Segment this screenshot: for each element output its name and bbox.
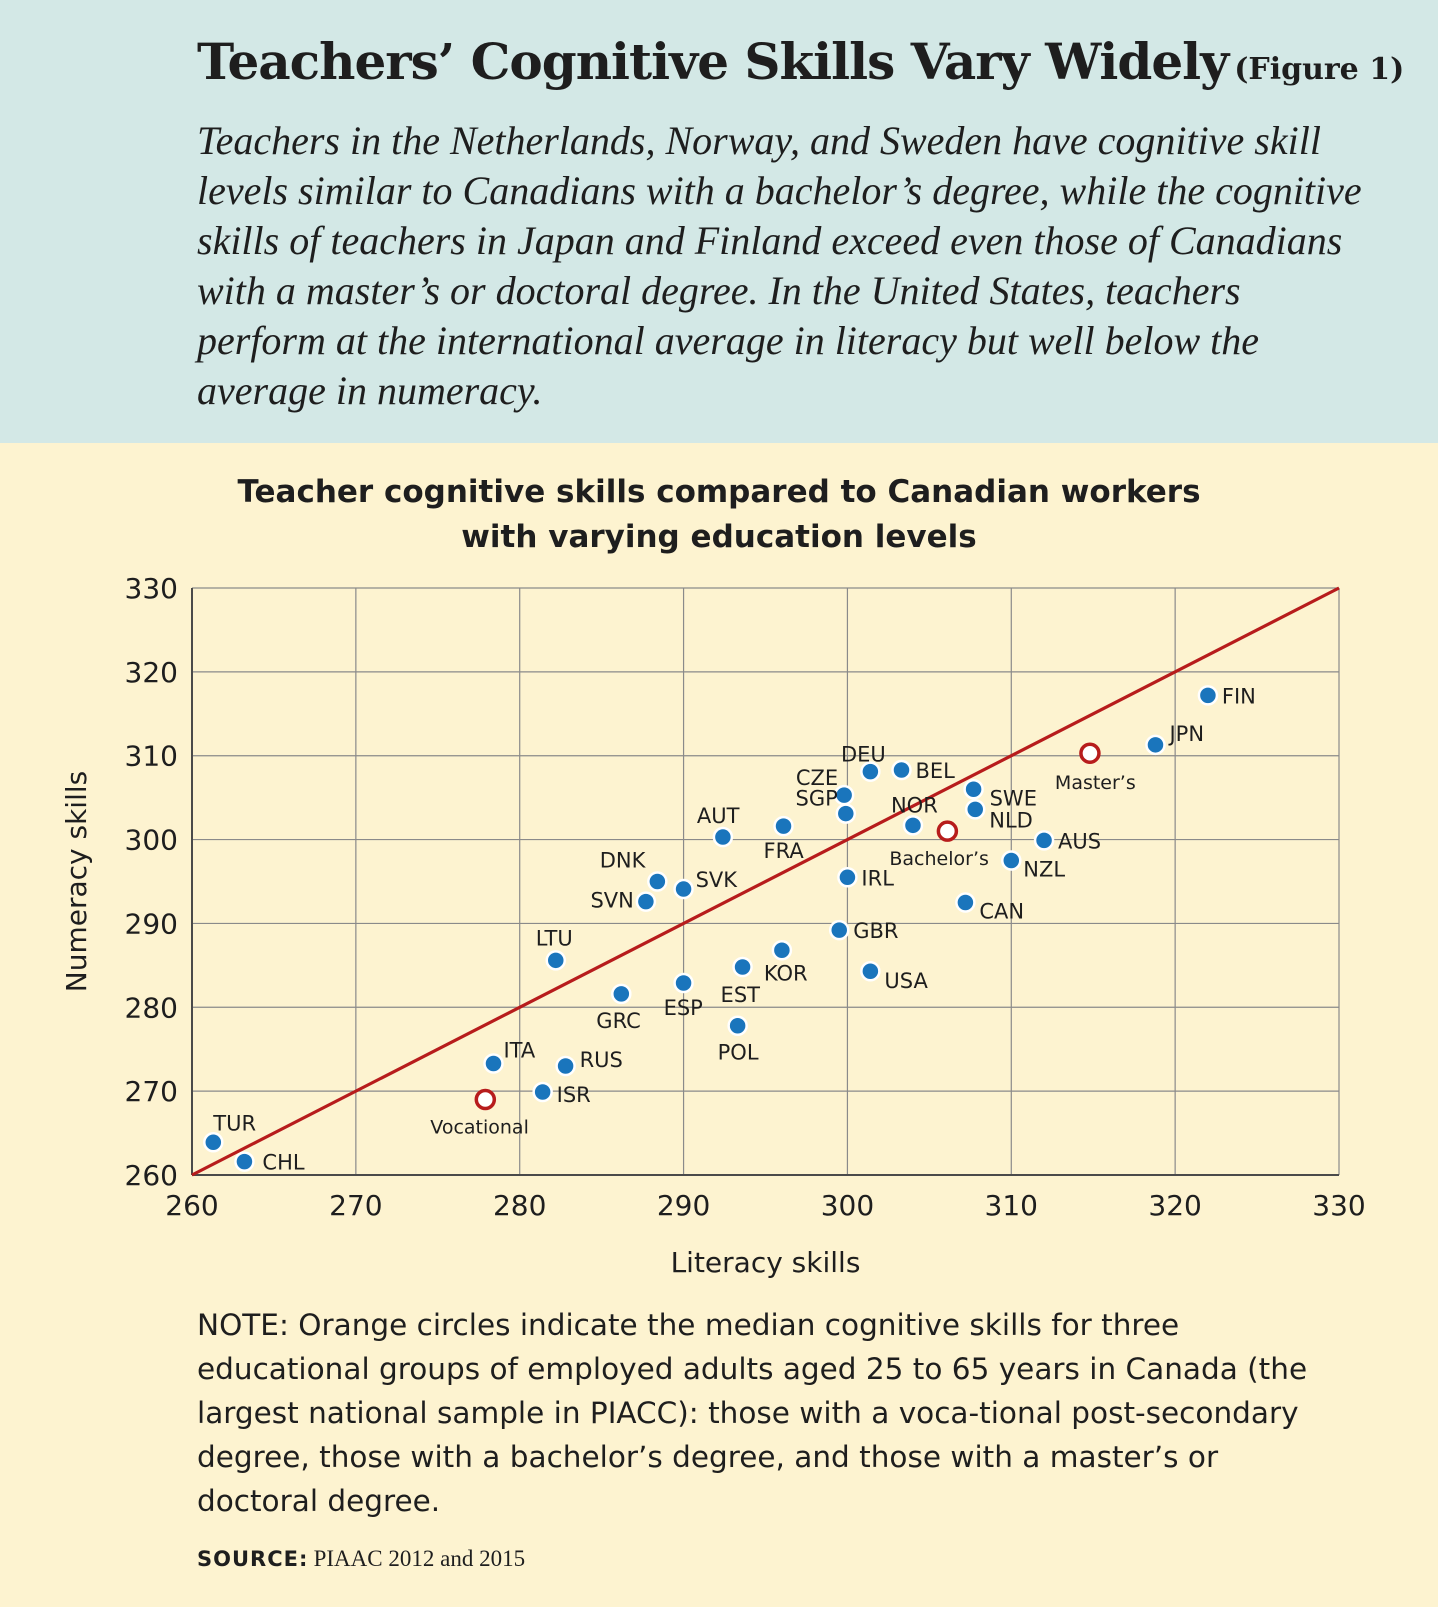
data-point-aut <box>712 826 734 848</box>
data-label-nor: NOR <box>891 793 938 817</box>
data-label-deu: DEU <box>841 743 886 767</box>
x-tick-label: 290 <box>657 1189 710 1222</box>
data-point-fin <box>1197 685 1219 706</box>
data-label-est: EST <box>721 983 761 1007</box>
y-tick-label: 300 <box>125 824 178 857</box>
y-tick-label: 330 <box>125 572 178 605</box>
source-label: SOURCE: <box>197 1547 309 1571</box>
x-tick-label: 300 <box>821 1189 874 1222</box>
data-label-jpn: JPN <box>1167 722 1204 746</box>
data-label-svn: SVN <box>590 889 633 913</box>
data-label-kor: KOR <box>764 961 808 985</box>
x-tick-label: 280 <box>493 1189 546 1222</box>
header-panel: Teachers’ Cognitive Skills Vary Widely (F… <box>0 0 1438 443</box>
data-label-can: CAN <box>979 899 1024 923</box>
data-label-cze: CZE <box>796 766 838 790</box>
y-tick-label: 290 <box>125 907 178 940</box>
data-label-svk: SVK <box>696 868 739 892</box>
x-tick-label: 310 <box>985 1189 1038 1222</box>
data-label-swe: SWE <box>990 786 1037 810</box>
data-label-pol: POL <box>718 1041 759 1065</box>
data-point-chl <box>234 1151 255 1172</box>
subtitle: Teachers in the Netherlands, Norway, and… <box>197 118 1362 413</box>
data-point-est <box>732 956 753 978</box>
data-label-aus: AUS <box>1058 829 1101 853</box>
reference-point-bachelors <box>936 820 959 842</box>
data-label-sgp: SGP <box>796 787 838 811</box>
y-axis-title: Numeracy skills <box>60 771 93 992</box>
data-point-aus <box>1033 830 1055 851</box>
data-label-rus: RUS <box>580 1048 623 1072</box>
data-point-tur <box>203 1132 224 1153</box>
data-label-tur: TUR <box>212 1111 256 1135</box>
chart-title: Teacher cognitive skills compared to Can… <box>0 470 1438 560</box>
data-label-nld: NLD <box>989 808 1033 832</box>
data-label-chl: CHL <box>262 1151 304 1175</box>
y-tick-label: 320 <box>125 656 178 689</box>
data-point-dnk <box>647 871 668 892</box>
title-text: Teachers’ Cognitive Skills Vary Widely <box>197 32 1229 91</box>
data-point-irl <box>837 867 858 888</box>
data-point-grc <box>611 983 632 1005</box>
y-tick-label: 260 <box>125 1159 178 1192</box>
y-tick-label: 310 <box>125 740 178 773</box>
chart-note: NOTE: Orange circles indicate the median… <box>197 1308 1308 1518</box>
data-point-jpn <box>1145 734 1166 756</box>
data-label-nzl: NZL <box>1023 858 1065 882</box>
source-text: PIAAC 2012 and 2015 <box>313 1546 526 1571</box>
chart-title-line-1: Teacher cognitive skills compared to Can… <box>237 474 1201 510</box>
data-point-nzl <box>1001 850 1022 871</box>
data-label-ltu: LTU <box>536 926 573 950</box>
data-point-nor <box>902 815 924 836</box>
reference-label-vocational: Vocational <box>430 1117 529 1139</box>
data-point-kor <box>771 940 793 961</box>
data-point-bel <box>891 759 912 781</box>
data-label-gbr: GBR <box>853 919 898 943</box>
reference-point-masters <box>1079 742 1101 764</box>
data-label-bel: BEL <box>916 759 956 783</box>
data-point-svk <box>673 878 694 900</box>
data-point-esp <box>673 972 694 994</box>
reference-point-vocational <box>474 1088 497 1111</box>
x-axis-title: Literacy skills <box>671 1246 861 1279</box>
figure-label: (Figure 1) <box>1234 52 1405 87</box>
reference-label-bachelors: Bachelor’s <box>889 848 989 870</box>
diagonal-line <box>191 586 1340 1177</box>
data-point-gbr <box>828 919 850 941</box>
data-label-usa: USA <box>884 969 928 993</box>
data-label-fin: FIN <box>1222 684 1256 708</box>
data-label-isr: ISR <box>557 1083 591 1107</box>
data-point-rus <box>555 1055 576 1077</box>
data-point-svn <box>635 891 657 912</box>
chart-title-line-2: with varying education levels <box>461 519 977 555</box>
data-point-deu <box>860 761 881 782</box>
data-label-ita: ITA <box>503 1038 535 1062</box>
reference-label-masters: Master’s <box>1055 772 1136 794</box>
y-tick-label: 280 <box>125 991 178 1024</box>
data-point-isr <box>532 1081 553 1103</box>
data-point-nld <box>964 799 986 820</box>
data-label-aut: AUT <box>697 804 740 828</box>
data-point-ita <box>483 1053 504 1074</box>
x-tick-label: 330 <box>1312 1189 1365 1222</box>
source-line: SOURCE: PIAAC 2012 and 2015 <box>197 1546 525 1572</box>
data-point-ltu <box>545 950 567 971</box>
data-label-irl: IRL <box>861 866 894 890</box>
data-label-esp: ESP <box>664 996 703 1020</box>
x-tick-label: 270 <box>329 1189 382 1222</box>
x-tick-label: 320 <box>1148 1189 1201 1222</box>
data-label-grc: GRC <box>596 1009 640 1033</box>
data-point-fra <box>773 815 794 837</box>
data-point-pol <box>727 1015 748 1036</box>
data-label-fra: FRA <box>764 839 805 863</box>
page-title: Teachers’ Cognitive Skills Vary Widely (F… <box>197 32 1404 91</box>
y-tick-label: 270 <box>125 1075 178 1108</box>
data-label-dnk: DNK <box>600 849 647 873</box>
data-point-usa <box>860 960 881 982</box>
data-point-swe <box>963 779 984 800</box>
data-point-sgp <box>835 803 857 824</box>
x-tick-label: 260 <box>165 1189 218 1222</box>
data-point-can <box>955 892 976 913</box>
